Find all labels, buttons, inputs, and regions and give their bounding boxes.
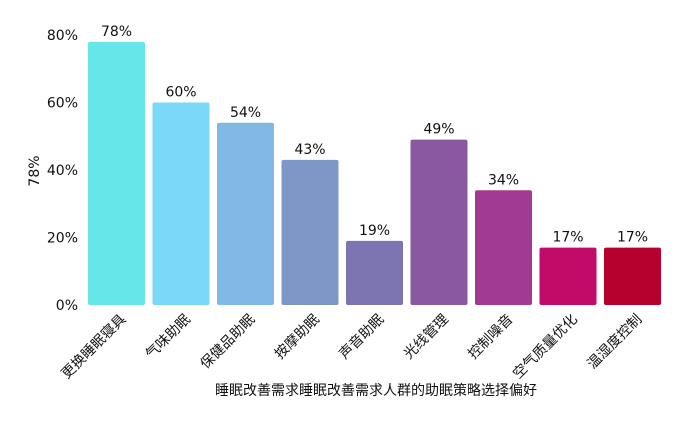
bar-2 (152, 102, 210, 305)
bar-5 (346, 240, 403, 305)
bar-value-label: 19% (359, 223, 390, 239)
bar-value-label: 49% (423, 122, 454, 138)
x-tick-label: 更换睡眠寝具 (58, 311, 129, 382)
bar-1 (88, 41, 145, 305)
x-tick-label: 声音助眠 (336, 311, 388, 363)
bar-value-label: 17% (617, 230, 648, 246)
bar-value-label: 60% (165, 85, 196, 101)
bar-7 (475, 190, 532, 305)
bar-value-label: 43% (294, 142, 325, 158)
bar-value-label: 34% (488, 172, 519, 188)
x-tick-label: 光线管理 (401, 312, 452, 363)
x-tick-label: 保健品助眠 (198, 312, 259, 373)
x-tick-label: 气味助眠 (143, 312, 194, 363)
bar-value-label: 78% (101, 24, 132, 40)
y-tick-label: 0% (56, 298, 78, 314)
x-axis-title: 睡眠改善需求睡眠改善需求人群的助眠策略选择偏好 (215, 382, 537, 399)
bar-8 (539, 247, 597, 305)
y-axis-title: 78% (27, 155, 43, 186)
bar-value-label: 54% (230, 105, 261, 121)
y-axis: 0% 20% 40% 60% 80% (47, 28, 78, 314)
bars-group: 78% 60% 54% 43% 19% 49% 34% 17% 17% (88, 24, 661, 305)
y-tick-label: 80% (47, 28, 78, 44)
y-tick-label: 20% (47, 231, 78, 247)
x-tick-label: 温湿度控制 (585, 312, 646, 373)
x-tick-label: 空气质量优化 (510, 312, 581, 383)
bar-3 (217, 122, 274, 305)
bar-4 (281, 159, 339, 305)
bar-value-label: 17% (552, 230, 583, 246)
bar-6 (410, 139, 468, 305)
y-tick-label: 40% (47, 163, 78, 179)
bar-9 (604, 247, 661, 305)
y-tick-label: 60% (47, 96, 78, 112)
x-tick-label: 按摩助眠 (271, 311, 323, 363)
x-tick-label: 控制噪音 (465, 311, 517, 363)
